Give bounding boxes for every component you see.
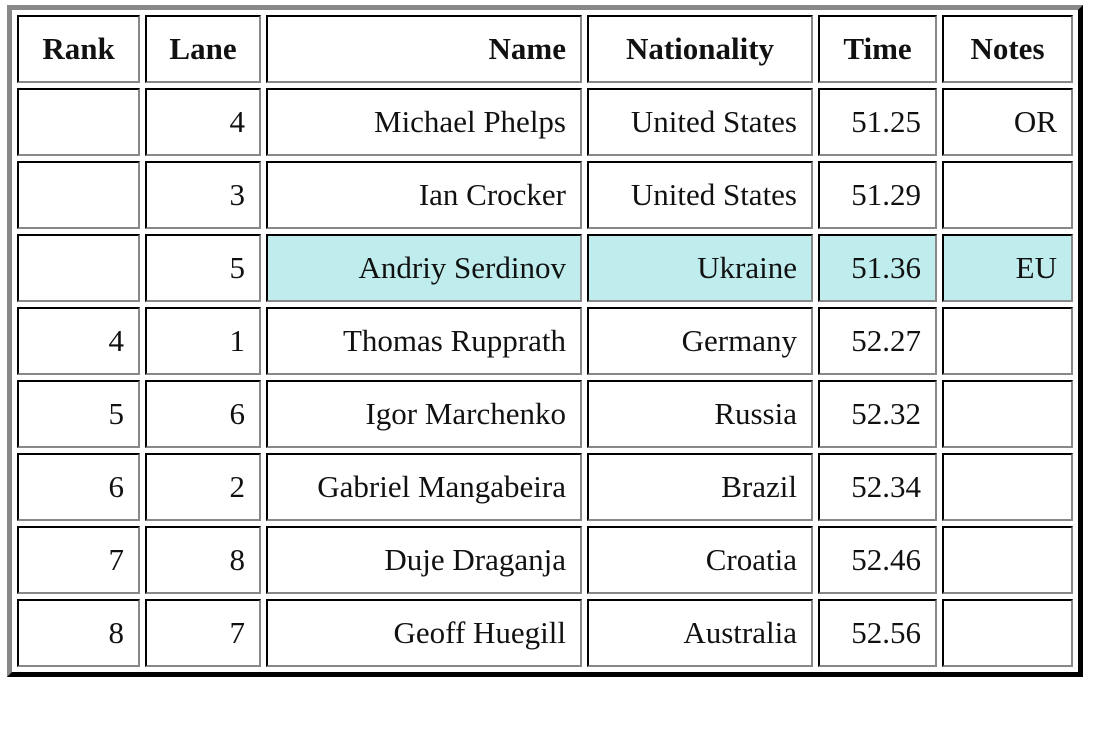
table-row: 6 2 Gabriel Mangabeira Brazil 52.34 — [17, 453, 1073, 521]
cell-nationality: Australia — [587, 599, 813, 667]
table-row: 4 Michael Phelps United States 51.25 OR — [17, 88, 1073, 156]
cell-time: 51.29 — [818, 161, 937, 229]
cell-lane: 3 — [145, 161, 261, 229]
cell-rank — [17, 234, 140, 302]
table-row: 7 8 Duje Draganja Croatia 52.46 — [17, 526, 1073, 594]
cell-nationality: United States — [587, 161, 813, 229]
cell-rank — [17, 88, 140, 156]
cell-rank: 7 — [17, 526, 140, 594]
cell-lane: 7 — [145, 599, 261, 667]
table-row: 4 1 Thomas Rupprath Germany 52.27 — [17, 307, 1073, 375]
cell-time: 51.36 — [818, 234, 937, 302]
cell-name: Thomas Rupprath — [266, 307, 582, 375]
cell-notes — [942, 599, 1073, 667]
table-row: 5 Andriy Serdinov Ukraine 51.36 EU — [17, 234, 1073, 302]
cell-notes — [942, 161, 1073, 229]
cell-time: 52.32 — [818, 380, 937, 448]
cell-nationality: Germany — [587, 307, 813, 375]
cell-lane: 2 — [145, 453, 261, 521]
cell-lane: 1 — [145, 307, 261, 375]
table-row: 3 Ian Crocker United States 51.29 — [17, 161, 1073, 229]
cell-notes: OR — [942, 88, 1073, 156]
cell-time: 52.46 — [818, 526, 937, 594]
header-name: Name — [266, 15, 582, 83]
cell-notes — [942, 307, 1073, 375]
cell-rank: 5 — [17, 380, 140, 448]
cell-rank: 8 — [17, 599, 140, 667]
header-nationality: Nationality — [587, 15, 813, 83]
cell-notes: EU — [942, 234, 1073, 302]
table-row: 5 6 Igor Marchenko Russia 52.32 — [17, 380, 1073, 448]
header-notes: Notes — [942, 15, 1073, 83]
cell-name: Ian Crocker — [266, 161, 582, 229]
header-time: Time — [818, 15, 937, 83]
cell-name: Gabriel Mangabeira — [266, 453, 582, 521]
table-row: 8 7 Geoff Huegill Australia 52.56 — [17, 599, 1073, 667]
header-rank: Rank — [17, 15, 140, 83]
cell-time: 52.27 — [818, 307, 937, 375]
cell-name: Igor Marchenko — [266, 380, 582, 448]
cell-rank — [17, 161, 140, 229]
header-lane: Lane — [145, 15, 261, 83]
cell-time: 51.25 — [818, 88, 937, 156]
cell-nationality: Brazil — [587, 453, 813, 521]
cell-name: Duje Draganja — [266, 526, 582, 594]
cell-rank: 4 — [17, 307, 140, 375]
cell-name: Geoff Huegill — [266, 599, 582, 667]
cell-time: 52.56 — [818, 599, 937, 667]
cell-nationality: Russia — [587, 380, 813, 448]
cell-name: Michael Phelps — [266, 88, 582, 156]
cell-time: 52.34 — [818, 453, 937, 521]
cell-nationality: Croatia — [587, 526, 813, 594]
header-row: Rank Lane Name Nationality Time Notes — [17, 15, 1073, 83]
cell-rank: 6 — [17, 453, 140, 521]
cell-lane: 8 — [145, 526, 261, 594]
cell-nationality: United States — [587, 88, 813, 156]
cell-notes — [942, 453, 1073, 521]
cell-lane: 4 — [145, 88, 261, 156]
cell-name: Andriy Serdinov — [266, 234, 582, 302]
cell-notes — [942, 526, 1073, 594]
cell-lane: 6 — [145, 380, 261, 448]
cell-lane: 5 — [145, 234, 261, 302]
cell-nationality: Ukraine — [587, 234, 813, 302]
cell-notes — [942, 380, 1073, 448]
